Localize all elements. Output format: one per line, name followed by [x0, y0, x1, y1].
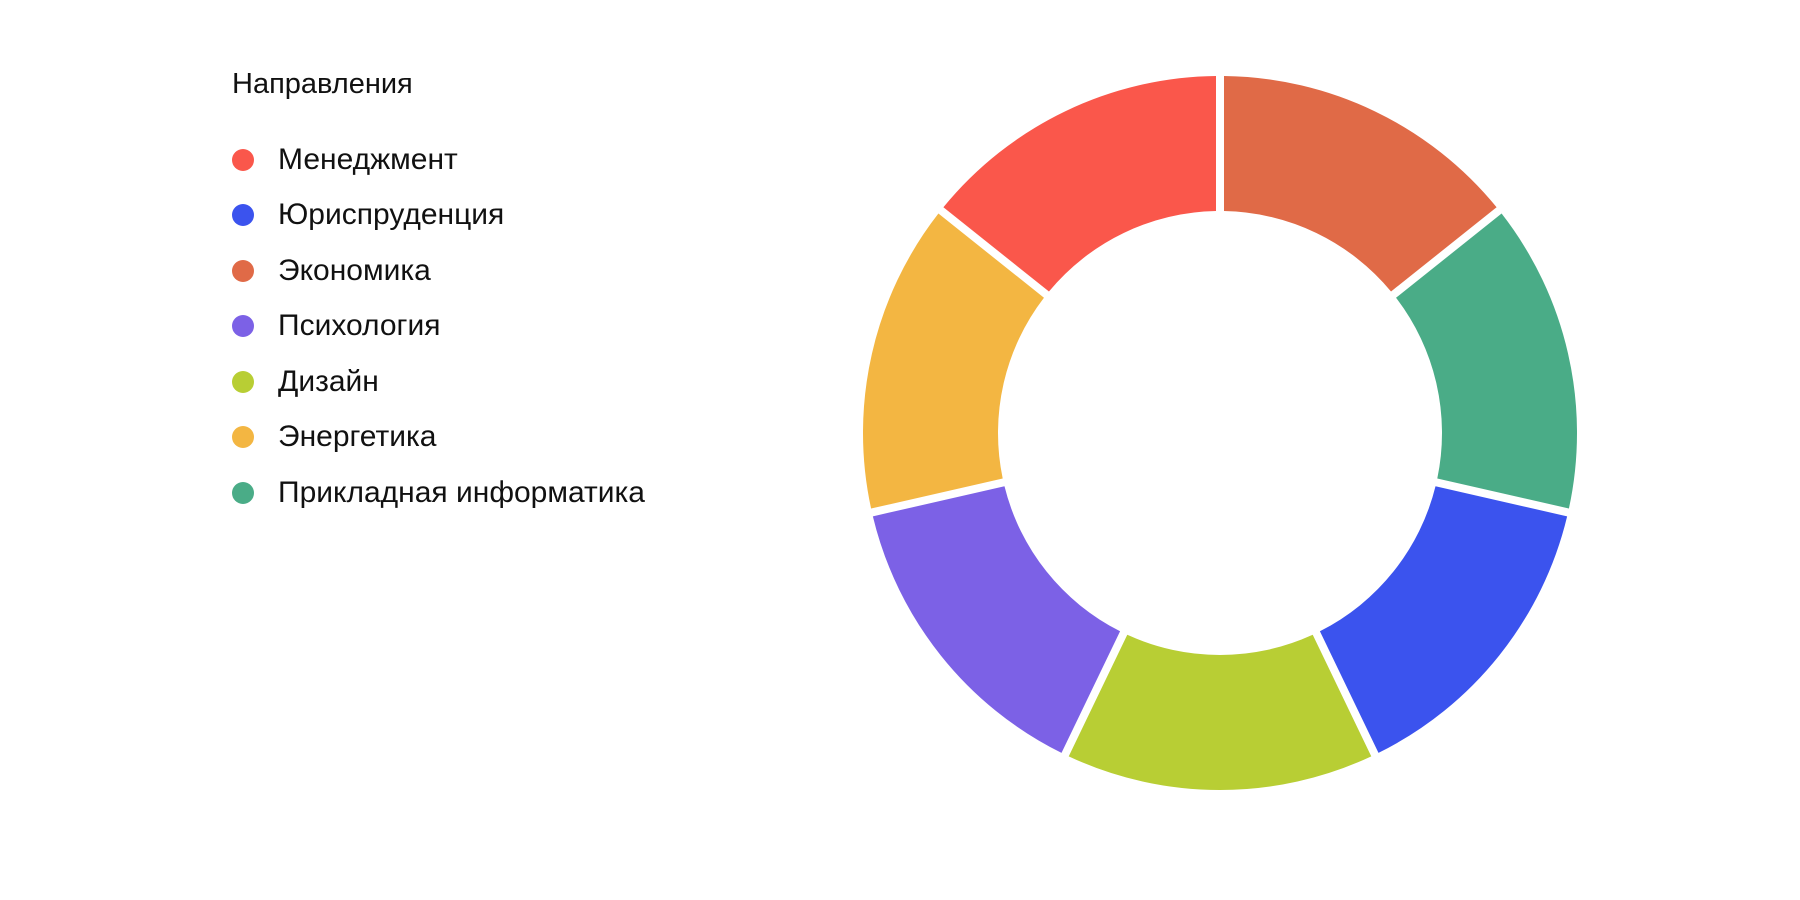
legend-dot-icon [232, 426, 254, 449]
legend-label: Энергетика [278, 420, 437, 454]
legend-label: Менеджмент [278, 142, 458, 176]
donut-slice[interactable] [1224, 76, 1497, 292]
legend-dot-icon [232, 370, 254, 393]
legend-title: Направления [232, 68, 413, 100]
legend-dot-icon [232, 259, 254, 282]
donut-slice[interactable] [872, 486, 1121, 753]
donut-chart [840, 60, 1600, 800]
legend-item-dizayn[interactable]: Дизайн [232, 354, 645, 410]
donut-slice[interactable] [943, 76, 1216, 292]
legend-item-yurisprudentsiya[interactable]: Юриспруденция [232, 188, 645, 244]
legend-label: Дизайн [278, 364, 379, 398]
donut-slice[interactable] [1319, 486, 1568, 753]
legend-dot-icon [232, 148, 254, 171]
legend-item-ekonomika[interactable]: Экономика [232, 243, 645, 299]
chart-legend: Направления Менеджмент Юриспруденция Эко… [232, 64, 645, 521]
legend-dot-icon [232, 204, 254, 227]
legend-label: Психология [278, 309, 441, 343]
donut-slice[interactable] [1068, 634, 1372, 790]
donut-slice[interactable] [862, 213, 1044, 509]
legend-dot-icon [232, 315, 254, 338]
legend-list: Менеджмент Юриспруденция Экономика Психо… [232, 132, 645, 521]
legend-item-menedzhment[interactable]: Менеджмент [232, 132, 645, 188]
legend-label: Прикладная информатика [278, 475, 645, 509]
donut-slice[interactable] [1396, 213, 1578, 509]
legend-label: Юриспруденция [278, 198, 505, 232]
legend-label: Экономика [278, 253, 431, 287]
legend-item-psikhologiya[interactable]: Психология [232, 299, 645, 355]
legend-dot-icon [232, 481, 254, 504]
donut-chart-svg [862, 76, 1578, 790]
legend-item-energetika[interactable]: Энергетика [232, 410, 645, 466]
legend-item-prikladnaya-informatika[interactable]: Прикладная информатика [232, 465, 645, 521]
